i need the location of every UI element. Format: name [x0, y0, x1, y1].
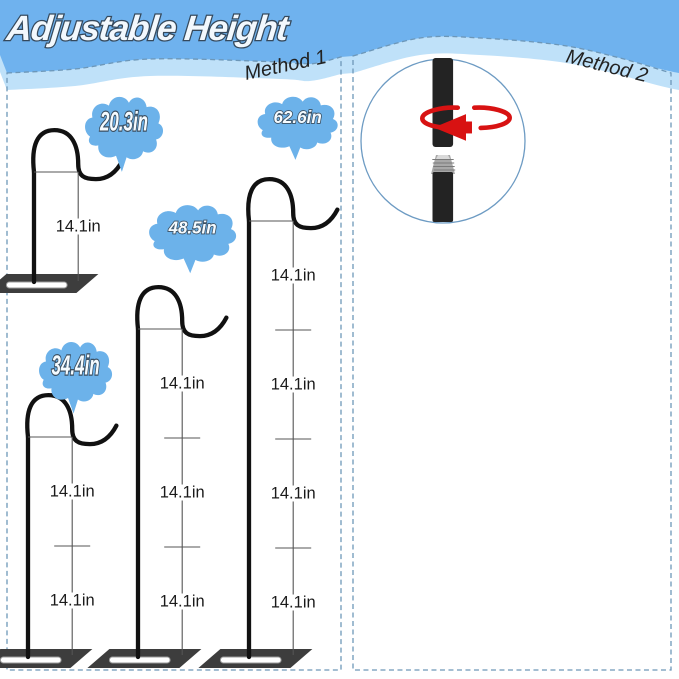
- svg-text:14.1in: 14.1in: [271, 485, 316, 503]
- svg-text:14.1in: 14.1in: [271, 267, 316, 285]
- svg-text:14.1in: 14.1in: [271, 594, 316, 612]
- svg-text:14.1in: 14.1in: [271, 376, 316, 394]
- svg-text:14.1in: 14.1in: [50, 483, 95, 501]
- svg-text:20.3in: 20.3in: [99, 107, 148, 137]
- svg-text:Adjustable Height: Adjustable Height: [4, 9, 292, 48]
- svg-text:14.1in: 14.1in: [50, 592, 95, 610]
- svg-text:14.1in: 14.1in: [160, 484, 205, 502]
- svg-text:14.1in: 14.1in: [56, 218, 101, 236]
- svg-text:48.5in: 48.5in: [168, 217, 217, 237]
- svg-text:14.1in: 14.1in: [160, 593, 205, 611]
- svg-text:34.4in: 34.4in: [51, 349, 99, 380]
- svg-text:14.1in: 14.1in: [160, 375, 205, 393]
- svg-text:62.6in: 62.6in: [273, 107, 321, 127]
